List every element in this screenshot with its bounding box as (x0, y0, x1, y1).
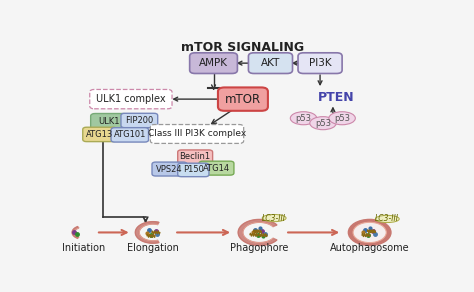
Text: AKT: AKT (261, 58, 280, 68)
FancyBboxPatch shape (218, 87, 268, 111)
FancyBboxPatch shape (150, 124, 244, 143)
Text: LC3-III: LC3-III (262, 213, 286, 223)
Text: PTEN: PTEN (318, 91, 355, 105)
Polygon shape (238, 219, 277, 246)
Text: VPS24: VPS24 (156, 165, 183, 173)
Text: ATG101: ATG101 (114, 130, 146, 139)
Text: ULK1: ULK1 (98, 117, 119, 126)
Text: Autophagosome: Autophagosome (330, 243, 410, 253)
Text: Elongation: Elongation (127, 243, 179, 253)
Text: p53: p53 (315, 119, 331, 128)
Text: mTOR: mTOR (225, 93, 261, 106)
Text: PI3K: PI3K (309, 58, 331, 68)
FancyBboxPatch shape (121, 113, 158, 128)
Text: P150: P150 (183, 166, 204, 174)
FancyBboxPatch shape (248, 53, 292, 74)
FancyBboxPatch shape (91, 114, 127, 130)
Polygon shape (72, 227, 79, 238)
Ellipse shape (262, 214, 286, 222)
FancyBboxPatch shape (199, 161, 234, 175)
Text: LC3-III: LC3-III (375, 214, 399, 223)
Circle shape (353, 222, 386, 243)
Text: p53: p53 (295, 114, 311, 123)
Text: FIP200: FIP200 (125, 116, 154, 125)
Text: Phagophore: Phagophore (230, 243, 289, 253)
Text: Initiation: Initiation (62, 243, 105, 253)
Ellipse shape (310, 117, 336, 130)
Circle shape (348, 219, 391, 246)
Text: Beclin1: Beclin1 (180, 152, 211, 161)
FancyBboxPatch shape (152, 162, 187, 176)
Ellipse shape (329, 112, 356, 125)
FancyBboxPatch shape (90, 89, 172, 109)
Text: Class III PI3K complex: Class III PI3K complex (148, 129, 246, 138)
Polygon shape (135, 222, 159, 243)
Text: p53: p53 (334, 114, 350, 123)
FancyBboxPatch shape (298, 53, 342, 74)
Text: ULK1 complex: ULK1 complex (96, 94, 166, 104)
FancyBboxPatch shape (190, 53, 237, 74)
Ellipse shape (290, 112, 317, 125)
FancyBboxPatch shape (178, 163, 209, 177)
Text: AMPK: AMPK (199, 58, 228, 68)
Text: mTOR SIGNALING: mTOR SIGNALING (182, 41, 304, 54)
FancyBboxPatch shape (111, 128, 148, 142)
FancyBboxPatch shape (178, 150, 213, 164)
FancyBboxPatch shape (83, 127, 117, 142)
Ellipse shape (375, 215, 399, 223)
Text: ATG13: ATG13 (86, 130, 113, 139)
Text: ATG14: ATG14 (203, 164, 230, 173)
